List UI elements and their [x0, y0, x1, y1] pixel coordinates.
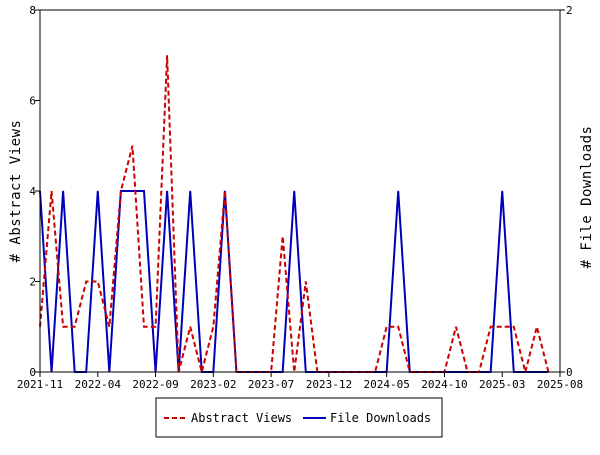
x-tick-label: 2024-05: [363, 378, 409, 391]
x-tick-label: 2022-09: [132, 378, 178, 391]
plot-frame: [39, 9, 561, 373]
series-line-abstract-views: [39, 55, 550, 373]
series-layer: [39, 55, 550, 373]
x-tick-label: 2023-02: [190, 378, 236, 391]
y-tick-label-left: 2: [29, 276, 36, 289]
x-tick-label: 2025-03: [479, 378, 525, 391]
y-axis-title-left: # Abstract Views: [8, 120, 24, 263]
x-tick-label: 2023-07: [248, 378, 294, 391]
x-tick-label: 2025-08: [537, 378, 583, 391]
x-tick-label: 2021-11: [17, 378, 63, 391]
y-tick-label-left: 0: [29, 366, 36, 379]
axes-layer: 0 2 4 6 8 0 2 2021-11 2022-04 2022-09 2023-02 2023-…: [17, 4, 583, 391]
x-tick-label: 2022-04: [75, 378, 122, 391]
y-axis-title-right: # File Downloads: [579, 126, 595, 269]
y-tick-label-right: 2: [566, 4, 573, 17]
x-tick-label: 2024-10: [421, 378, 467, 391]
y-tick-label-left: 6: [29, 95, 36, 108]
legend-label-abstract-views: Abstract Views: [191, 411, 292, 425]
series-line-file-downloads: [39, 190, 549, 373]
legend-box: [155, 397, 443, 438]
x-tick-label: 2023-12: [306, 378, 352, 391]
y-tick-label-right: 0: [566, 366, 573, 379]
legend-label-file-downloads: File Downloads: [330, 411, 431, 425]
y-tick-label-left: 8: [29, 4, 36, 17]
legend: Abstract Views File Downloads: [155, 397, 443, 438]
y-tick-label-left: 4: [29, 185, 36, 198]
